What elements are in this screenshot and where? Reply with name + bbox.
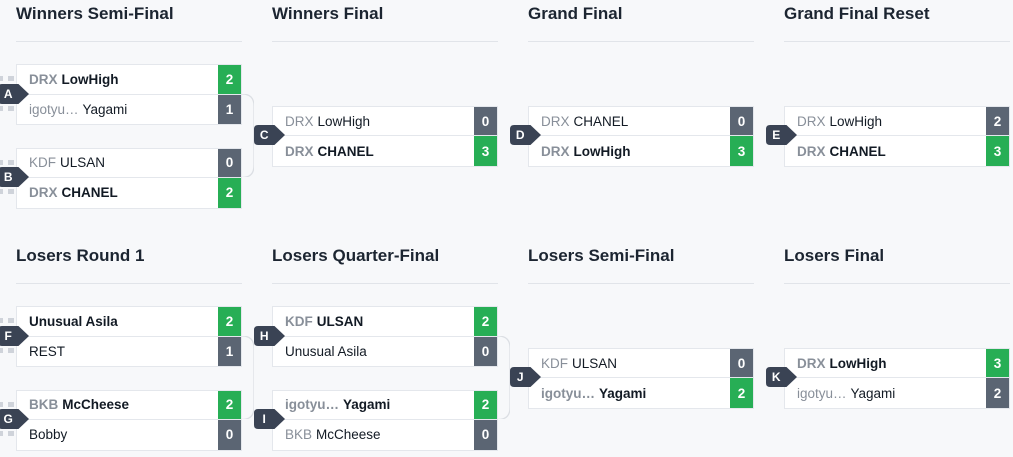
svg-text:C: C — [260, 128, 269, 142]
svg-text:B: B — [4, 170, 13, 184]
svg-text:F: F — [5, 329, 12, 343]
svg-text:E: E — [772, 128, 780, 142]
svg-text:D: D — [516, 128, 525, 142]
svg-text:K: K — [772, 370, 781, 384]
svg-text:G: G — [4, 412, 13, 426]
svg-text:A: A — [4, 87, 13, 101]
svg-text:I: I — [263, 412, 266, 426]
svg-text:H: H — [260, 329, 269, 343]
svg-text:J: J — [517, 370, 524, 384]
